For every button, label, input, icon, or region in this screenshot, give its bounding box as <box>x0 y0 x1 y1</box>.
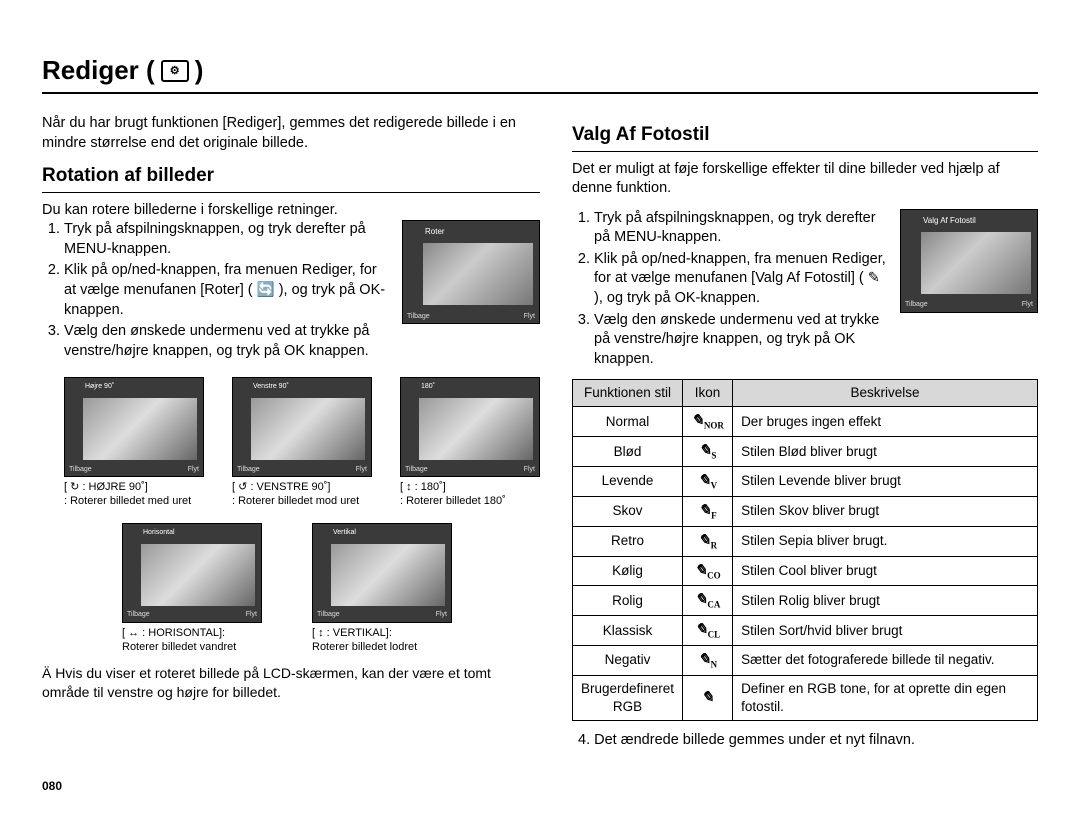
cell-ikon: ✎CO <box>683 556 733 586</box>
r-step-1: Tryk på afspilningsknappen, og tryk dere… <box>594 209 890 248</box>
table-row: Levende✎VStilen Levende bliver brugt <box>573 467 1038 497</box>
cell-ikon: ✎ <box>683 675 733 720</box>
table-row: Skov✎FStilen Skov bliver brugt <box>573 496 1038 526</box>
thumb-row-1: Højre 90˚TilbageFlyt [ ↻ : HØJRE 90˚] : … <box>64 377 540 509</box>
cell-funktion: Rolig <box>573 586 683 616</box>
cell-beskrivelse: Stilen Levende bliver brugt <box>733 467 1038 497</box>
thumb-right90: Højre 90˚TilbageFlyt [ ↻ : HØJRE 90˚] : … <box>64 377 204 509</box>
table-row: Rolig✎CAStilen Rolig bliver brugt <box>573 586 1038 616</box>
rotation-heading: Rotation af billeder <box>42 163 540 193</box>
cell-ikon: ✎CA <box>683 586 733 616</box>
edit-icon: ⚙ <box>161 60 189 82</box>
cell-ikon: ✎CL <box>683 616 733 646</box>
fotostil-table: Funktionen stil Ikon Beskrivelse Normal✎… <box>572 379 1038 721</box>
cell-ikon: ✎F <box>683 496 733 526</box>
left-column: Når du har brugt funktionen [Rediger], g… <box>42 114 540 751</box>
cell-beskrivelse: Stilen Sepia bliver brugt. <box>733 526 1038 556</box>
th-funktion: Funktionen stil <box>573 380 683 407</box>
cell-ikon: ✎NOR <box>683 407 733 437</box>
cell-beskrivelse: Sætter det fotograferede billede til neg… <box>733 646 1038 676</box>
table-row: Retro✎RStilen Sepia bliver brugt. <box>573 526 1038 556</box>
thumb-move: Flyt <box>524 312 535 321</box>
table-row: Blød✎SStilen Blød bliver brugt <box>573 437 1038 467</box>
thumb-back: Tilbage <box>407 312 430 321</box>
fotostil-heading: Valg Af Fotostil <box>572 122 1038 152</box>
cell-funktion: Negativ <box>573 646 683 676</box>
fotostil-main-thumb: Valg Af Fotostil Tilbage Flyt <box>900 209 1038 313</box>
rotation-subintro: Du kan rotere billederne i forskellige r… <box>42 201 540 221</box>
thumb-back: Tilbage <box>905 300 928 309</box>
rotation-note: Ä Hvis du viser et roteret billede på LC… <box>42 664 540 702</box>
cell-beskrivelse: Der bruges ingen effekt <box>733 407 1038 437</box>
step-1: Tryk på afspilningsknappen, og tryk dere… <box>64 220 392 259</box>
fotostil-steps: Tryk på afspilningsknappen, og tryk dere… <box>572 209 890 372</box>
cell-funktion: Kølig <box>573 556 683 586</box>
cell-beskrivelse: Stilen Rolig bliver brugt <box>733 586 1038 616</box>
cell-funktion: Brugerdefineret RGB <box>573 675 683 720</box>
cell-funktion: Skov <box>573 496 683 526</box>
fotostil-intro: Det er muligt at føje forskellige effekt… <box>572 160 1038 199</box>
thumb-label: Roter <box>425 227 445 238</box>
cell-ikon: ✎R <box>683 526 733 556</box>
cell-beskrivelse: Definer en RGB tone, for at oprette din … <box>733 675 1038 720</box>
table-row: Kølig✎COStilen Cool bliver brugt <box>573 556 1038 586</box>
cell-ikon: ✎V <box>683 467 733 497</box>
cell-beskrivelse: Stilen Skov bliver brugt <box>733 496 1038 526</box>
rotation-steps: Tryk på afspilningsknappen, og tryk dere… <box>42 220 392 363</box>
table-row: Normal✎NORDer bruges ingen effekt <box>573 407 1038 437</box>
title-text: Rediger ( <box>42 55 155 86</box>
cell-beskrivelse: Stilen Sort/hvid bliver brugt <box>733 616 1038 646</box>
r-step-2: Klik på op/ned-knappen, fra menuen Redig… <box>594 250 890 309</box>
cell-funktion: Blød <box>573 437 683 467</box>
table-row: Klassisk✎CLStilen Sort/hvid bliver brugt <box>573 616 1038 646</box>
cell-funktion: Klassisk <box>573 616 683 646</box>
page-number: 080 <box>42 779 62 793</box>
left-intro: Når du har brugt funktionen [Rediger], g… <box>42 114 540 153</box>
thumb-vertical: VertikalTilbageFlyt [ ↕ : VERTIKAL]: Rot… <box>312 523 452 655</box>
cell-funktion: Retro <box>573 526 683 556</box>
cell-beskrivelse: Stilen Cool bliver brugt <box>733 556 1038 586</box>
thumb-180: 180˚TilbageFlyt [ ↕ : 180˚] : Roterer bi… <box>400 377 540 509</box>
page-title: Rediger ( ⚙ ) <box>42 55 1038 94</box>
step-2: Klik på op/ned-knappen, fra menuen Redig… <box>64 261 392 320</box>
r-step-3: Vælg den ønskede undermenu ved at trykke… <box>594 311 890 370</box>
table-row: Negativ✎NSætter det fotograferede billed… <box>573 646 1038 676</box>
thumb-label: Valg Af Fotostil <box>923 216 976 227</box>
cell-funktion: Normal <box>573 407 683 437</box>
step-3: Vælg den ønskede undermenu ved at trykke… <box>64 322 392 361</box>
cell-funktion: Levende <box>573 467 683 497</box>
th-beskrivelse: Beskrivelse <box>733 380 1038 407</box>
rotation-main-thumb: Roter Tilbage Flyt <box>402 220 540 324</box>
thumb-row-2: HorisontalTilbageFlyt [ ↔ : HORISONTAL]:… <box>122 523 540 655</box>
cell-beskrivelse: Stilen Blød bliver brugt <box>733 437 1038 467</box>
th-ikon: Ikon <box>683 380 733 407</box>
thumb-move: Flyt <box>1022 300 1033 309</box>
thumb-horizontal: HorisontalTilbageFlyt [ ↔ : HORISONTAL]:… <box>122 523 262 655</box>
right-column: Valg Af Fotostil Det er muligt at føje f… <box>572 114 1038 751</box>
cell-ikon: ✎N <box>683 646 733 676</box>
title-close: ) <box>195 55 204 86</box>
fotostil-step4: 4. Det ændrede billede gemmes under et n… <box>572 731 1038 751</box>
thumb-left90: Venstre 90˚TilbageFlyt [ ↺ : VENSTRE 90˚… <box>232 377 372 509</box>
cell-ikon: ✎S <box>683 437 733 467</box>
table-row: Brugerdefineret RGB✎Definer en RGB tone,… <box>573 675 1038 720</box>
